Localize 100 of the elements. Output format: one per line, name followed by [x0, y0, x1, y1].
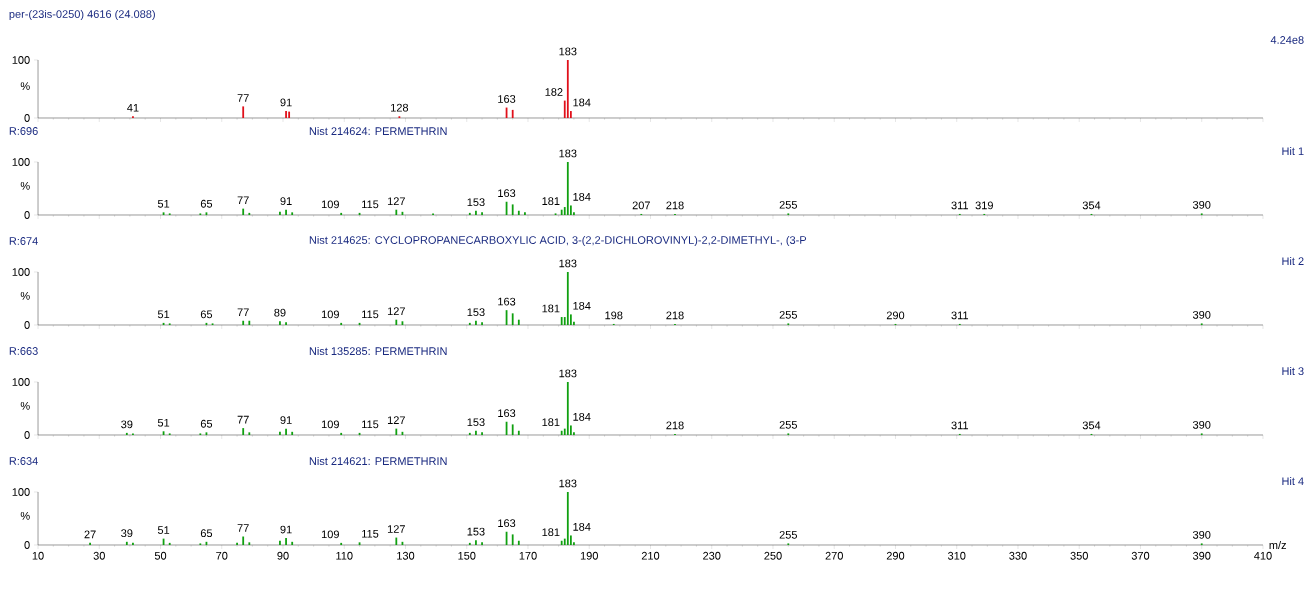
text: R:663 [9, 347, 38, 355]
annotation: 127 [387, 416, 405, 424]
annotation: 51 [157, 418, 170, 427]
y-tick-label: 100 [12, 268, 30, 276]
annotation: 115 [362, 200, 379, 209]
x-tick-label: 210 [641, 551, 660, 560]
y-tick-label: 100 [12, 488, 30, 496]
annotation: 109 [321, 200, 339, 209]
x-tick-label: 110 [336, 551, 353, 560]
annotation: 39 [121, 420, 133, 429]
annotation: 163 [498, 297, 516, 306]
annotation: 390 [1192, 530, 1211, 539]
annotation: 77 [237, 94, 249, 102]
x-tick-label: 330 [1009, 551, 1027, 560]
x-tick-label: 190 [580, 551, 598, 560]
y-tick-label: 0 [24, 114, 30, 122]
x-tick-label: 50 [154, 551, 167, 560]
x-tick-label: 350 [1070, 551, 1088, 560]
x-tick-label: 170 [519, 551, 537, 560]
annotation: 184 [573, 301, 591, 310]
annotation: 65 [200, 310, 213, 319]
annotation: 183 [559, 479, 577, 488]
annotation: 127 [387, 525, 405, 533]
text: R:634 [9, 457, 38, 465]
annotation: 184 [573, 98, 591, 107]
annotation: 127 [387, 307, 405, 315]
annotation: 115 [362, 310, 379, 319]
x-tick-label: 310 [947, 551, 966, 560]
text: Hit 2 [1282, 256, 1304, 266]
x-tick-label: 230 [703, 551, 721, 560]
annotation: 109 [321, 530, 339, 539]
annotation: 181 [542, 197, 560, 205]
annotation: 51 [157, 310, 170, 319]
annotation: 290 [886, 311, 905, 320]
text: 4.24e8 [1270, 36, 1304, 44]
annotation: 255 [779, 200, 797, 209]
x-tick-label: 290 [886, 551, 905, 560]
annotation: 153 [467, 418, 485, 427]
y-tick-label: 100 [12, 56, 30, 64]
annotation: 127 [387, 197, 405, 205]
annotation: 77 [237, 196, 249, 204]
annotation: 319 [975, 201, 993, 210]
annotation: 109 [321, 420, 339, 429]
x-tick-label: 70 [216, 551, 228, 560]
annotation: 51 [157, 526, 170, 534]
x-tick-label: 390 [1192, 551, 1211, 560]
y-tick-label: 100 [12, 378, 30, 386]
chart-title: Nist 135285: PERMETHRIN [309, 346, 447, 356]
annotation: 182 [545, 88, 563, 96]
annotation: 207 [632, 201, 650, 210]
annotation: 354 [1082, 421, 1101, 430]
annotation: 153 [467, 308, 485, 317]
y-tick-label: 0 [24, 211, 30, 219]
annotation: 128 [391, 103, 409, 112]
annotation: 184 [573, 192, 591, 201]
annotation: 163 [498, 95, 516, 103]
annotation: 115 [362, 529, 379, 538]
text: R:696 [9, 127, 38, 135]
annotation: 198 [605, 311, 623, 320]
annotation: 163 [498, 519, 516, 528]
chart-title: Nist 214621: PERMETHRIN [309, 456, 447, 466]
text: Hit 1 [1282, 146, 1304, 156]
annotation: 163 [498, 189, 516, 198]
annotation: 183 [559, 369, 577, 378]
annotation: 65 [200, 529, 213, 538]
chart-title: Nist 214624: PERMETHRIN [309, 126, 447, 136]
text: R:674 [9, 237, 38, 245]
y-tick-label: 100 [12, 158, 30, 166]
x-tick-label: 10 [32, 551, 44, 560]
text: Hit 3 [1282, 366, 1304, 376]
annotation: 41 [127, 104, 139, 112]
annotation: 218 [666, 421, 684, 430]
annotation: 91 [280, 525, 292, 534]
annotation: 77 [237, 308, 249, 317]
text: Hit 4 [1282, 476, 1304, 486]
y-tick-label: 0 [24, 541, 30, 549]
annotation: 390 [1192, 310, 1211, 319]
x-tick-label: 270 [825, 551, 843, 560]
annotation: 183 [559, 47, 577, 56]
annotation: 311 [951, 311, 969, 320]
annotation: 218 [666, 201, 684, 210]
annotation: 183 [559, 149, 577, 158]
y-axis-title: % [20, 292, 30, 300]
annotation: 184 [573, 522, 591, 531]
chart-title: Nist 214625: CYCLOPROPANECARBOXYLIC ACID, 3-(2,2-DICHLOROVINYL)-2,2-DIMETHYL-, (3-P [309, 235, 807, 247]
y-axis-title: % [20, 82, 30, 90]
annotation: 153 [467, 527, 485, 536]
chart-title: per-(23is-0250) 4616 (24.088) [9, 9, 155, 21]
annotation: 311 [951, 201, 969, 210]
annotation: 311 [951, 421, 969, 430]
annotation: 255 [779, 420, 797, 429]
y-axis-title: % [20, 512, 30, 520]
x-tick-label: 370 [1131, 551, 1150, 560]
annotation: 163 [498, 409, 516, 418]
annotation: 181 [542, 304, 560, 313]
y-axis-title: % [20, 182, 30, 190]
y-tick-label: 0 [24, 321, 30, 329]
x-tick-label: 130 [397, 551, 415, 560]
x-tick-label: 410 [1254, 551, 1272, 560]
annotation: 181 [542, 528, 560, 537]
